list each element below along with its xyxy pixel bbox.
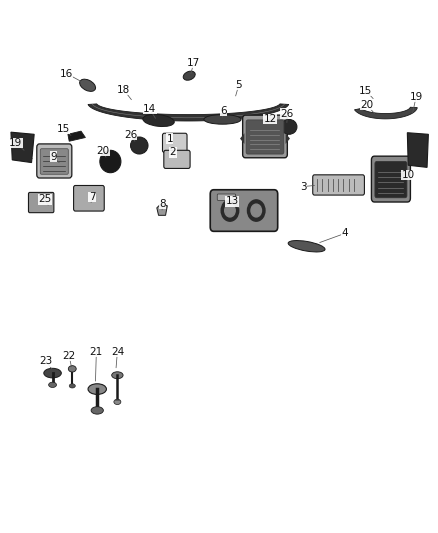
Text: 21: 21 xyxy=(90,347,103,357)
FancyBboxPatch shape xyxy=(246,120,284,154)
FancyBboxPatch shape xyxy=(40,149,68,174)
Text: 15: 15 xyxy=(359,86,372,95)
Ellipse shape xyxy=(183,71,195,80)
Ellipse shape xyxy=(112,372,123,378)
Circle shape xyxy=(225,204,235,217)
Text: 4: 4 xyxy=(341,229,348,238)
Ellipse shape xyxy=(100,150,121,173)
Text: 19: 19 xyxy=(9,138,22,148)
FancyBboxPatch shape xyxy=(37,144,72,178)
FancyBboxPatch shape xyxy=(217,194,236,200)
Text: 8: 8 xyxy=(159,199,166,209)
FancyBboxPatch shape xyxy=(210,190,278,231)
FancyBboxPatch shape xyxy=(28,192,54,213)
FancyBboxPatch shape xyxy=(313,175,364,195)
FancyBboxPatch shape xyxy=(243,115,287,158)
Ellipse shape xyxy=(69,384,75,388)
Text: 12: 12 xyxy=(264,114,277,124)
Circle shape xyxy=(247,200,265,221)
Text: 7: 7 xyxy=(88,192,95,202)
Polygon shape xyxy=(88,104,289,121)
Polygon shape xyxy=(68,131,85,141)
Ellipse shape xyxy=(88,384,106,394)
Ellipse shape xyxy=(44,368,61,378)
Text: 10: 10 xyxy=(402,170,415,180)
Circle shape xyxy=(251,204,261,217)
Text: 23: 23 xyxy=(39,357,53,366)
Polygon shape xyxy=(286,133,290,144)
Polygon shape xyxy=(354,107,417,119)
Ellipse shape xyxy=(49,382,57,387)
Text: 20: 20 xyxy=(360,100,374,110)
Text: 17: 17 xyxy=(187,58,200,68)
Polygon shape xyxy=(407,133,428,167)
Text: 2: 2 xyxy=(170,148,177,157)
FancyBboxPatch shape xyxy=(375,161,407,198)
Text: 25: 25 xyxy=(38,195,51,204)
Ellipse shape xyxy=(91,407,103,414)
Text: 13: 13 xyxy=(226,197,239,206)
Text: 3: 3 xyxy=(300,182,307,191)
Text: 9: 9 xyxy=(50,152,57,161)
Text: 26: 26 xyxy=(281,109,294,118)
Ellipse shape xyxy=(204,115,241,124)
Text: 1: 1 xyxy=(166,134,173,143)
Circle shape xyxy=(221,200,239,221)
Ellipse shape xyxy=(80,79,95,91)
Ellipse shape xyxy=(143,115,174,126)
FancyBboxPatch shape xyxy=(371,156,410,202)
Text: 5: 5 xyxy=(235,80,242,90)
Text: 22: 22 xyxy=(63,351,76,361)
Ellipse shape xyxy=(281,119,297,134)
Text: 24: 24 xyxy=(111,347,124,357)
Text: 19: 19 xyxy=(410,92,423,102)
FancyBboxPatch shape xyxy=(164,150,190,168)
Text: 20: 20 xyxy=(96,146,110,156)
Text: 26: 26 xyxy=(124,130,137,140)
Ellipse shape xyxy=(114,399,121,405)
Ellipse shape xyxy=(131,137,148,154)
Polygon shape xyxy=(11,132,34,163)
Polygon shape xyxy=(157,204,167,215)
FancyBboxPatch shape xyxy=(74,185,104,211)
Text: 14: 14 xyxy=(143,104,156,114)
Ellipse shape xyxy=(68,366,76,372)
Text: 6: 6 xyxy=(220,106,227,116)
Ellipse shape xyxy=(288,240,325,252)
Text: 18: 18 xyxy=(117,85,130,94)
FancyBboxPatch shape xyxy=(162,133,187,152)
Polygon shape xyxy=(240,133,244,144)
Text: 15: 15 xyxy=(57,124,70,134)
Text: 16: 16 xyxy=(60,69,73,78)
